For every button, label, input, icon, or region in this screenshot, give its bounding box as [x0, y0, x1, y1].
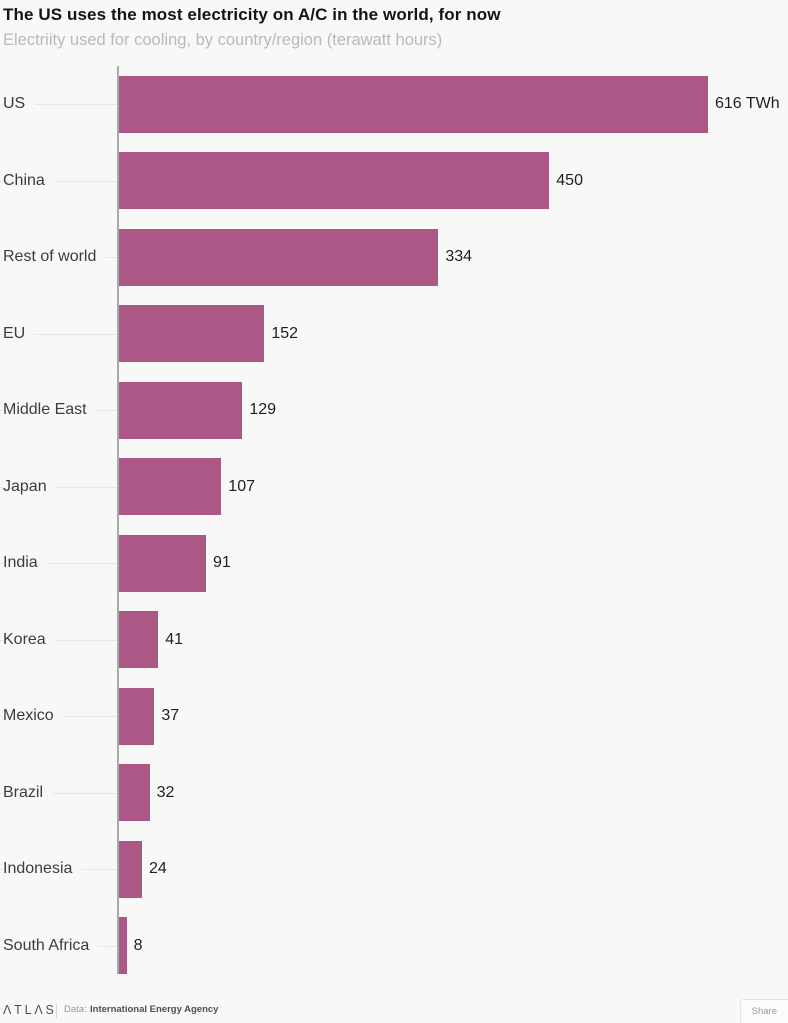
data-source-prefix: Data:: [64, 1004, 87, 1015]
footer: ΛTLΛS Data: International Energy Agency …: [0, 993, 788, 1023]
bar-row: Japan 107: [0, 449, 788, 526]
value-label: 41: [165, 630, 183, 648]
data-source: International Energy Agency: [90, 1004, 219, 1015]
bar[interactable]: [119, 152, 550, 209]
tick-line: [0, 792, 117, 794]
bar[interactable]: [119, 917, 127, 974]
bar-row: Middle East 129: [0, 372, 788, 449]
category-label: Mexico: [3, 707, 63, 726]
value-label: 152: [271, 324, 299, 342]
value-label: 107: [228, 477, 255, 495]
value-label: 616 TWh: [715, 95, 780, 113]
value-label: 450: [556, 171, 583, 189]
category-label: South Africa: [3, 936, 99, 955]
value-label: 24: [148, 860, 167, 878]
bar-row: EU 152: [0, 296, 788, 373]
bar[interactable]: [119, 458, 222, 515]
category-label: Brazil: [3, 783, 53, 802]
bar[interactable]: [119, 764, 150, 821]
bar-row: Mexico 37: [0, 678, 788, 755]
bar-row: Korea 41: [0, 602, 788, 679]
value-label: 8: [133, 936, 143, 954]
bar[interactable]: [119, 534, 206, 592]
bar-row: US 616 TWh: [0, 66, 788, 143]
category-label: US: [3, 95, 35, 114]
value-label: 32: [156, 783, 175, 801]
bar-chart-plot: US 616 TWh China 450 Rest of world 334 E…: [0, 66, 788, 984]
category-label: Indonesia: [3, 860, 82, 879]
y-axis-line: [117, 66, 119, 974]
bar[interactable]: [119, 228, 439, 286]
share-button[interactable]: Share: [739, 999, 788, 1023]
value-label: 91: [213, 554, 231, 572]
tick-line: [0, 486, 117, 488]
bar-row: India 91: [0, 525, 788, 602]
tick-line: [0, 333, 117, 335]
chart-title: The US uses the most electricity on A/C …: [3, 5, 501, 24]
chart-subtitle: Electriity used for cooling, by country/…: [3, 31, 443, 49]
bar-row: Indonesia 24: [0, 831, 788, 908]
bar-row: Brazil 32: [0, 755, 788, 832]
category-label: EU: [3, 324, 35, 343]
tick-line: [0, 639, 117, 641]
tick-line: [0, 180, 117, 182]
atlas-logo[interactable]: ΛTLΛS: [3, 1003, 57, 1017]
bar[interactable]: [119, 305, 265, 362]
category-label: Japan: [3, 477, 56, 496]
bar[interactable]: [119, 840, 142, 898]
value-label: 129: [249, 401, 277, 419]
bar[interactable]: [119, 75, 708, 133]
category-label: India: [3, 554, 47, 573]
value-label: 37: [161, 707, 180, 725]
bar-row: South Africa 8: [0, 908, 788, 985]
bar-row: China 450: [0, 143, 788, 220]
category-label: Middle East: [3, 401, 96, 420]
footer-divider: [56, 1004, 57, 1018]
bar-rows: US 616 TWh China 450 Rest of world 334 E…: [0, 66, 788, 984]
category-label: Rest of world: [3, 248, 106, 267]
bar-row: Rest of world 334: [0, 219, 788, 296]
value-label: 334: [445, 248, 473, 266]
tick-line: [0, 104, 117, 106]
bar[interactable]: [119, 381, 243, 439]
category-label: Korea: [3, 630, 55, 649]
bar[interactable]: [119, 687, 155, 745]
bar[interactable]: [119, 611, 159, 668]
category-label: China: [3, 171, 54, 190]
tick-line: [0, 563, 117, 565]
